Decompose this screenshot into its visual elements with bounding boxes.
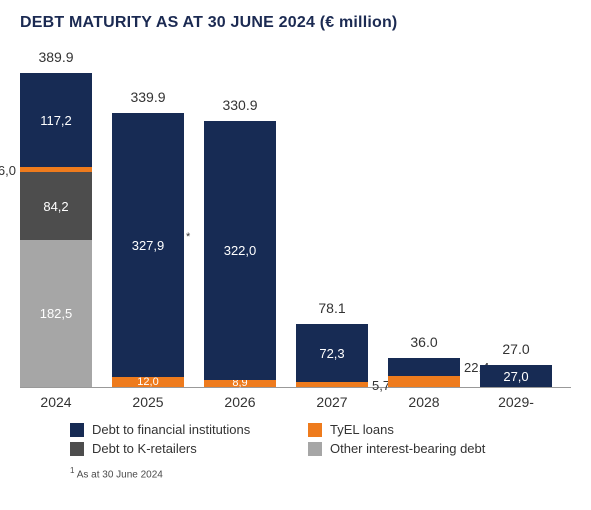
legend-row: Debt to K-retailers Other interest-bearin… [70,441,571,456]
bars-area: 389.9182,584,26,0117,2339.912,0327,9*330… [20,74,571,388]
x-axis-label: 2025 [112,394,184,410]
x-axis-label: 2028 [388,394,460,410]
bar-segment [388,376,460,387]
bar-total-label: 36.0 [388,334,460,350]
legend-item: Debt to financial institutions [70,422,280,437]
segment-value-label: 84,2 [43,199,68,214]
legend-label: TyEL loans [330,422,394,437]
plot-area: 389.9182,584,26,0117,2339.912,0327,9*330… [20,44,571,414]
bar-total-label: 389.9 [20,49,92,65]
legend-swatch [308,423,322,437]
bar-total-label: 78.1 [296,300,368,316]
bar-column: 27.027,0 [480,365,552,387]
legend-label: Debt to K-retailers [92,441,197,456]
footnote-marker: 1 [70,466,74,475]
bar-segment: 27,0 [480,365,552,387]
segment-value-label: 327,9 [132,238,165,253]
bar-segment [296,382,368,387]
bar-segment: 84,2 [20,172,92,240]
bar-column: 339.912,0327,9* [112,113,184,387]
x-axis-labels: 2024 2025 2026 2027 2028 2029- [20,392,571,414]
legend: Debt to financial institutions TyEL loans… [20,422,571,456]
x-axis-label: 2027 [296,394,368,410]
x-axis-label: 2029- [480,394,552,410]
bar-segment [20,167,92,172]
legend-label: Debt to financial institutions [92,422,250,437]
chart-container: DEBT MATURITY AS AT 30 JUNE 2024 (€ mill… [0,0,591,510]
x-axis-label: 2026 [204,394,276,410]
bar-segment: 8,9 [204,380,276,387]
footnote: 1 As at 30 June 2024 [20,466,571,480]
segment-value-label: 12,0 [137,376,158,388]
legend-item: Debt to K-retailers [70,441,280,456]
asterisk-marker: * [186,231,190,243]
bar-segment: 12,0 [112,377,184,387]
bar-segment [388,358,460,376]
bar-total-label: 27.0 [480,341,552,357]
bar-column: 36.022,4 [388,358,460,387]
segment-value-label: 322,0 [224,243,257,258]
segment-value-label: 182,5 [40,306,73,321]
legend-swatch [70,442,84,456]
segment-value-label: 117,2 [40,113,72,128]
bar-segment: 182,5 [20,240,92,387]
legend-swatch [308,442,322,456]
segment-value-label-external: 6,0 [0,163,16,178]
legend-item: Other interest-bearing debt [308,441,518,456]
chart-title: DEBT MATURITY AS AT 30 JUNE 2024 (€ mill… [20,14,571,32]
footnote-text: As at 30 June 2024 [77,469,163,480]
legend-row: Debt to financial institutions TyEL loans [70,422,571,437]
bar-segment: 327,9* [112,113,184,377]
bar-column: 78.15,772,3 [296,324,368,387]
x-axis-label: 2024 [20,394,92,410]
legend-item: TyEL loans [308,422,518,437]
bar-segment: 72,3 [296,324,368,382]
segment-value-label: 72,3 [319,346,344,361]
legend-label: Other interest-bearing debt [330,441,485,456]
legend-swatch [70,423,84,437]
bar-total-label: 330.9 [204,97,276,113]
bar-segment: 322,0 [204,121,276,380]
bar-column: 389.9182,584,26,0117,2 [20,73,92,387]
bar-column: 330.98,9322,0 [204,121,276,387]
bar-segment: 117,2 [20,73,92,167]
segment-value-label: 27,0 [503,369,528,384]
bar-total-label: 339.9 [112,89,184,105]
